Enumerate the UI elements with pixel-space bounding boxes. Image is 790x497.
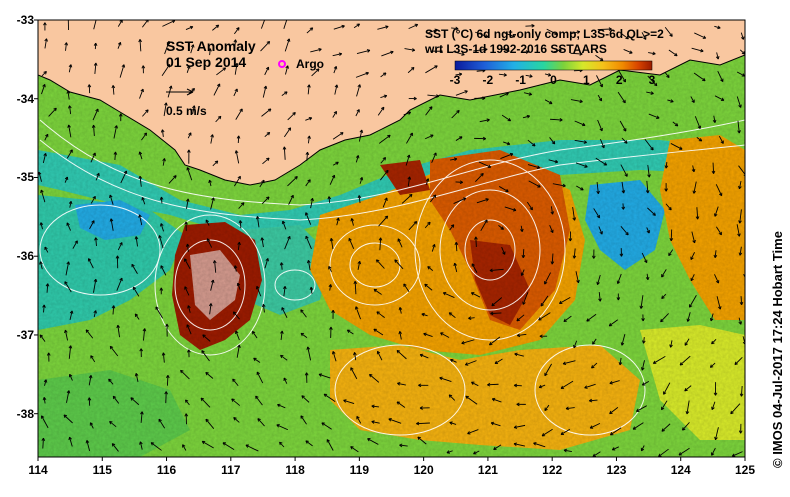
- lon-tick-label: 115: [87, 463, 117, 477]
- lon-tick-label: 121: [473, 463, 503, 477]
- colorbar-tick-label: -3: [445, 73, 465, 87]
- lat-tick-label: -35: [0, 170, 34, 184]
- lat-tick-label: -37: [0, 328, 34, 342]
- colorbar-tick-label: 0: [544, 73, 564, 87]
- lat-tick-label: -36: [0, 249, 34, 263]
- colorbar-tick-label: 3: [642, 73, 662, 87]
- lon-tick-label: 114: [23, 463, 53, 477]
- colorbar-tick-label: -2: [478, 73, 498, 87]
- lon-tick-label: 116: [152, 463, 182, 477]
- lat-tick-label: -34: [0, 92, 34, 106]
- lat-tick-label: -38: [0, 407, 34, 421]
- colorbar-tick-label: 2: [609, 73, 629, 87]
- colorbar-tick-label: -1: [511, 73, 531, 87]
- velocity-arrow: [487, 384, 498, 385]
- velocity-arrow: [713, 163, 714, 174]
- map-date: 01 Sep 2014: [166, 54, 246, 70]
- lat-tick-label: -33: [0, 13, 34, 27]
- velocity-arrow: [745, 142, 752, 147]
- velocity-arrow-head: [748, 145, 751, 148]
- lon-tick-label: 119: [344, 463, 374, 477]
- lon-tick-label: 124: [666, 463, 696, 477]
- velocity-arrow: [416, 423, 430, 424]
- velocity-arrow: [490, 313, 501, 314]
- scale-label: 0.5 m/s: [166, 104, 207, 118]
- lon-tick-label: 122: [537, 463, 567, 477]
- argo-legend-label: Argo: [296, 57, 324, 71]
- product-line-1: SST (°C) 6d ngt-only comp, L3S-6d QL>=2: [425, 27, 664, 41]
- velocity-arrow-head: [67, 17, 70, 20]
- lon-tick-label: 123: [601, 463, 631, 477]
- velocity-arrow-head: [286, 16, 289, 19]
- credit-text: © IMOS 04-Jul-2017 17:24 Hobart Time: [770, 231, 785, 468]
- map-title: SST Anomaly: [166, 38, 256, 54]
- lon-tick-label: 118: [280, 463, 310, 477]
- lon-tick-label: 120: [409, 463, 439, 477]
- lon-tick-label: 117: [216, 463, 246, 477]
- lon-tick-label: 125: [730, 463, 760, 477]
- colorbar: [455, 61, 652, 70]
- product-line-2: wrt L3S-1d 1992-2016 SSTAARS: [425, 42, 607, 56]
- colorbar-tick-label: 1: [576, 73, 596, 87]
